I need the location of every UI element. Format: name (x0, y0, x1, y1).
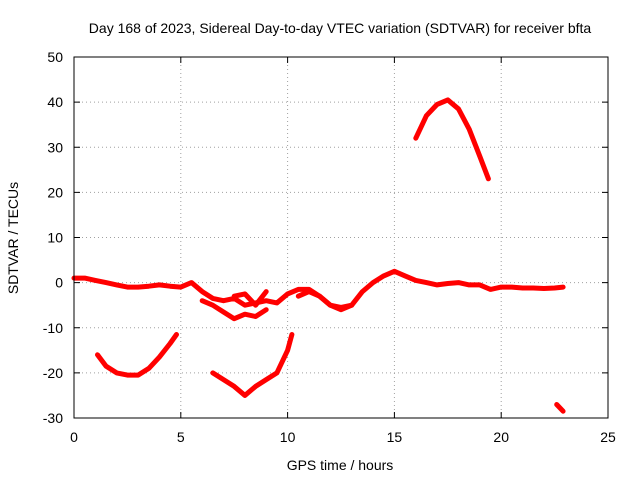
y-tick-label: 30 (47, 139, 63, 155)
y-tick-label: 20 (47, 184, 63, 200)
series-mid-bump (295, 289, 355, 313)
y-tick-label: -10 (43, 320, 63, 336)
y-tick-label: 0 (55, 275, 63, 291)
series-arc-2 (210, 332, 295, 398)
x-axis-title: GPS time / hours (287, 457, 394, 473)
series-main-baseline (71, 268, 566, 310)
series-arc-3 (413, 97, 491, 182)
x-tick-label: 0 (70, 429, 78, 445)
y-tick-label: 10 (47, 230, 63, 246)
y-tick-label: -20 (43, 365, 63, 381)
x-tick-label: 15 (387, 429, 403, 445)
grid (74, 57, 608, 418)
x-tick-label: 10 (280, 429, 296, 445)
y-tick-labels: -30 -20 -10 0 10 20 30 40 50 (43, 49, 63, 426)
x-tick-label: 20 (493, 429, 509, 445)
series-arc-1 (95, 332, 179, 378)
y-tick-label: 40 (47, 94, 63, 110)
data-series (71, 97, 566, 414)
series-lower-branch (199, 298, 269, 322)
series-mid-branch (231, 289, 269, 308)
y-tick-label: 50 (47, 49, 63, 65)
plot-frame (73, 56, 609, 419)
series-arc-4 (554, 402, 566, 414)
x-tick-labels: 0 5 10 15 20 25 (70, 429, 616, 445)
x-tick-label: 25 (600, 429, 616, 445)
x-tick-label: 5 (177, 429, 185, 445)
chart-title: Day 168 of 2023, Sidereal Day-to-day VTE… (89, 20, 592, 36)
y-tick-label: -30 (43, 410, 63, 426)
y-axis-title: SDTVAR / TECUs (5, 182, 21, 294)
